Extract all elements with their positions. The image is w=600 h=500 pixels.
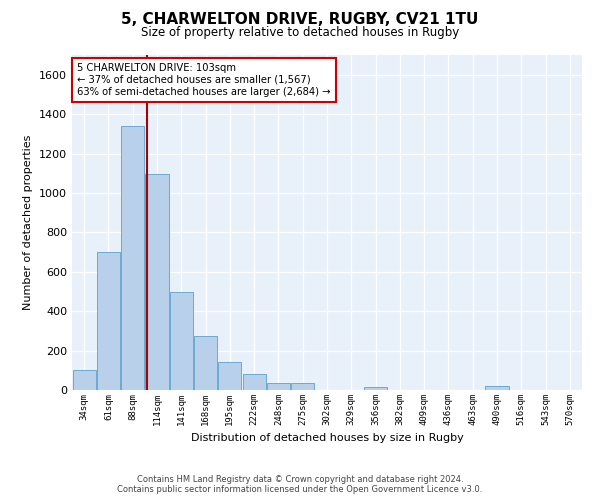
Bar — [291, 383, 314, 390]
Bar — [194, 336, 217, 390]
Bar — [485, 386, 509, 390]
Bar — [145, 174, 169, 390]
Y-axis label: Number of detached properties: Number of detached properties — [23, 135, 34, 310]
Text: Size of property relative to detached houses in Rugby: Size of property relative to detached ho… — [141, 26, 459, 39]
Bar — [218, 362, 241, 390]
Bar — [364, 387, 387, 390]
Bar — [97, 252, 120, 390]
Text: 5, CHARWELTON DRIVE, RUGBY, CV21 1TU: 5, CHARWELTON DRIVE, RUGBY, CV21 1TU — [121, 12, 479, 28]
X-axis label: Distribution of detached houses by size in Rugby: Distribution of detached houses by size … — [191, 434, 463, 444]
Bar — [267, 383, 290, 390]
Text: Contains HM Land Registry data © Crown copyright and database right 2024.
Contai: Contains HM Land Registry data © Crown c… — [118, 474, 482, 494]
Bar — [121, 126, 144, 390]
Bar — [73, 370, 95, 390]
Bar — [170, 292, 193, 390]
Bar — [242, 374, 266, 390]
Text: 5 CHARWELTON DRIVE: 103sqm
← 37% of detached houses are smaller (1,567)
63% of s: 5 CHARWELTON DRIVE: 103sqm ← 37% of deta… — [77, 64, 331, 96]
